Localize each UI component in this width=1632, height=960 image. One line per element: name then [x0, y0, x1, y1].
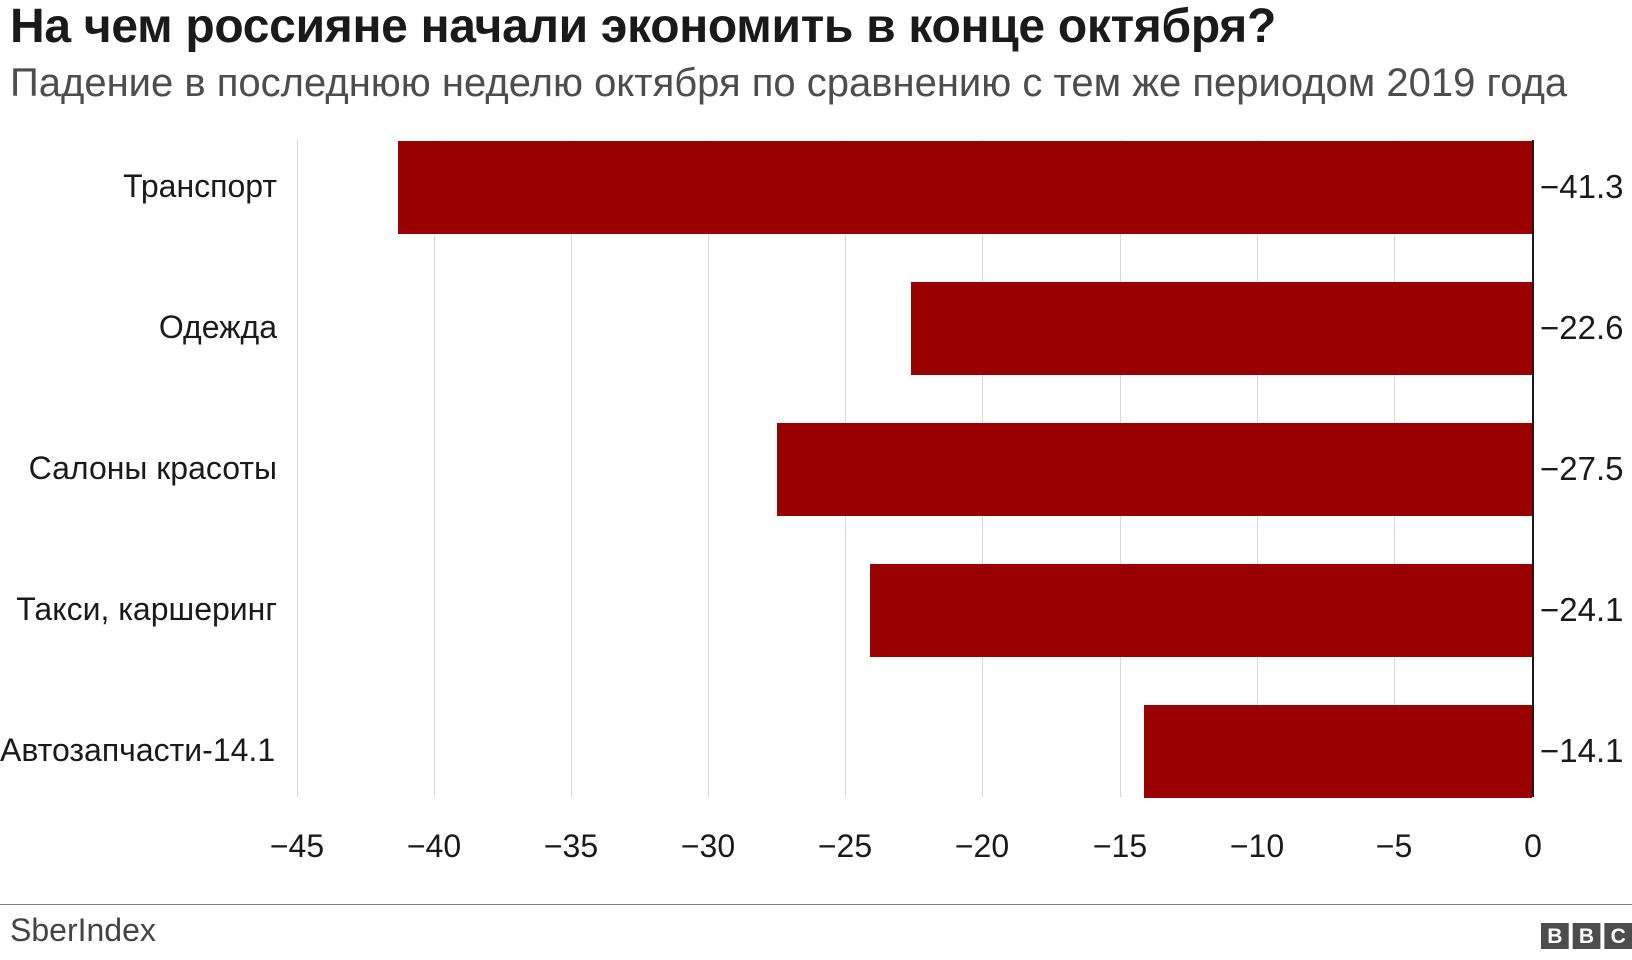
svg-text:B: B: [1579, 925, 1594, 948]
svg-text:B: B: [1547, 925, 1562, 948]
svg-text:C: C: [1611, 925, 1626, 948]
